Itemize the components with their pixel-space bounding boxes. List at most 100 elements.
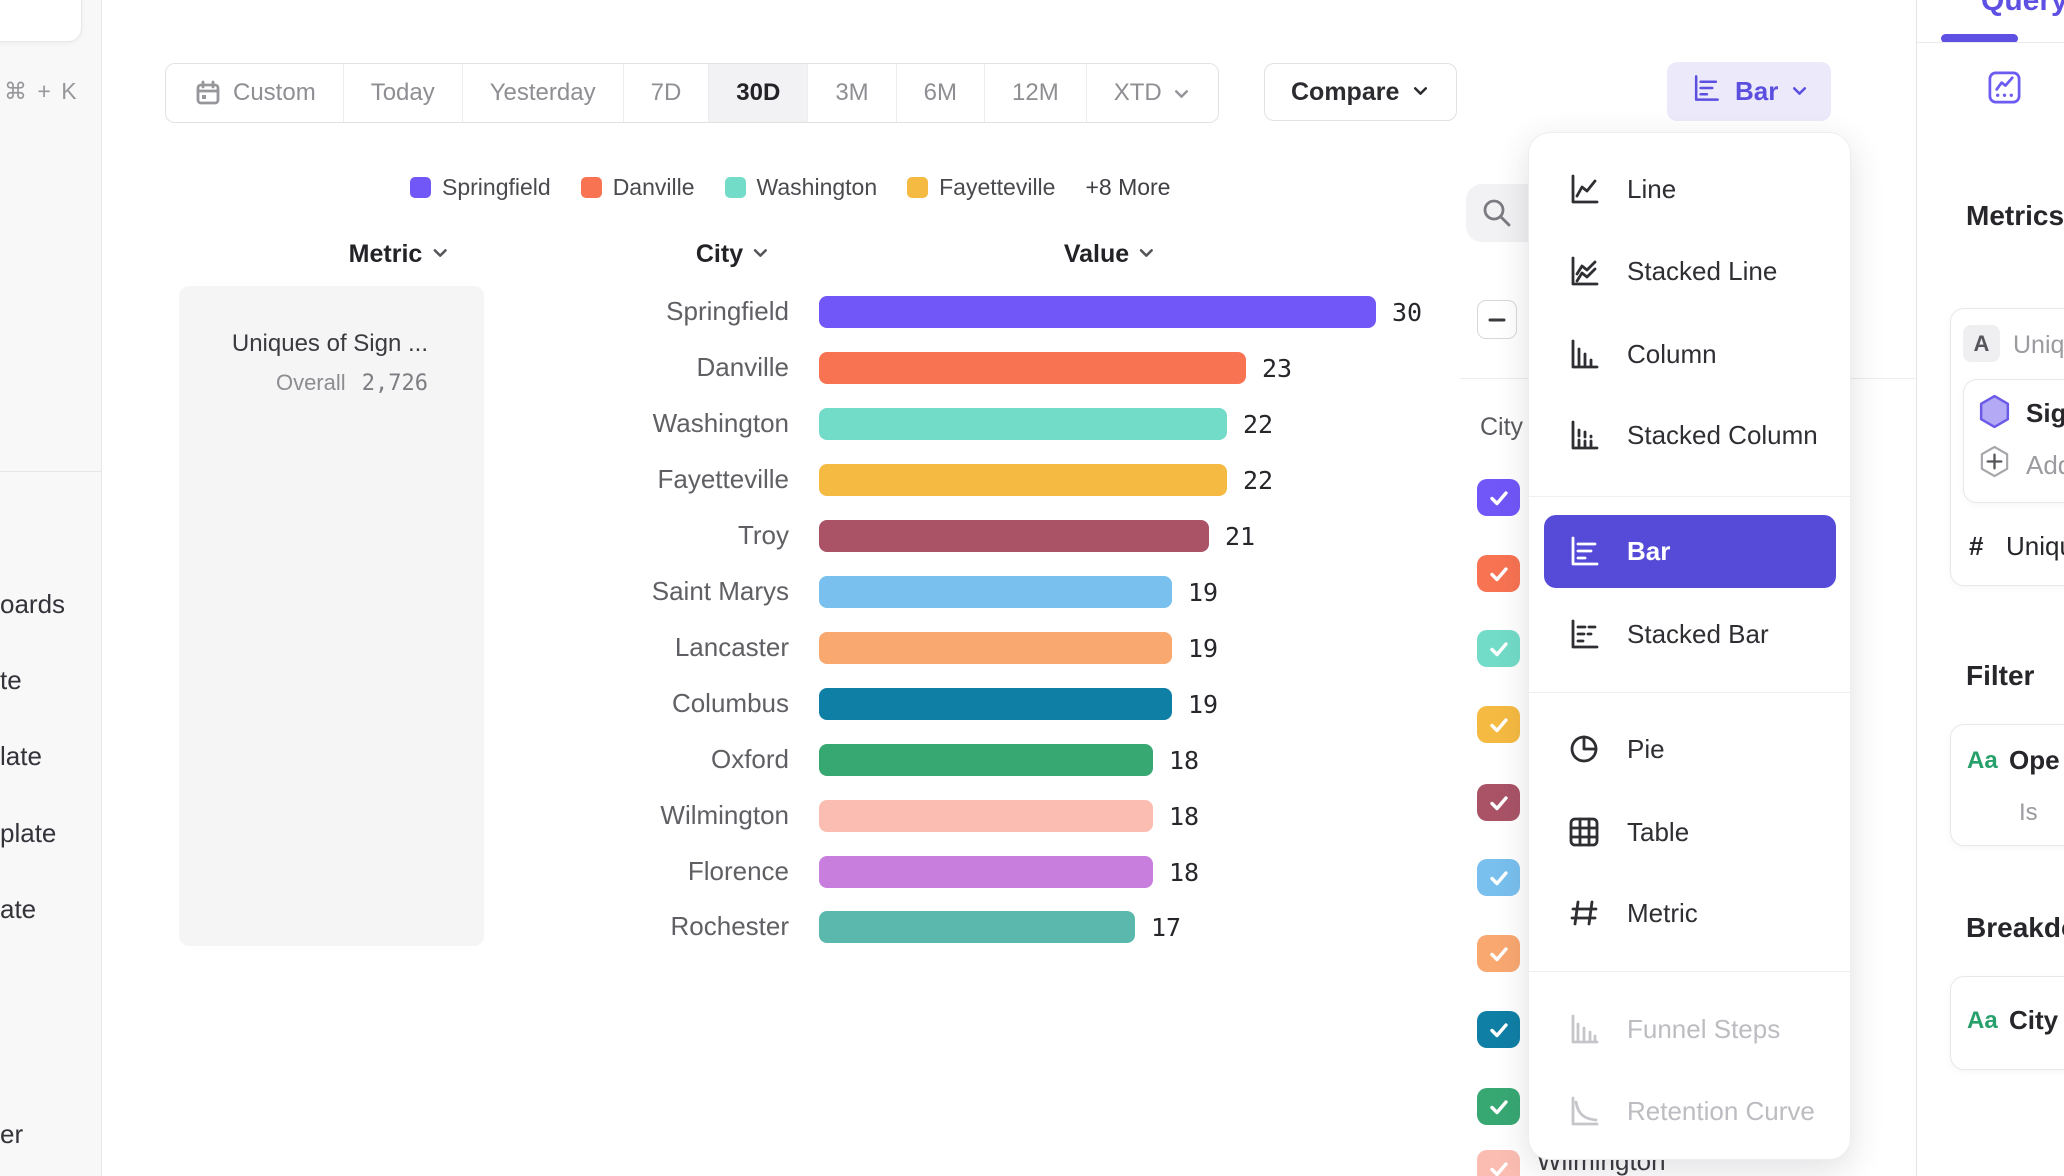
date-range-yesterday[interactable]: Yesterday xyxy=(461,64,623,122)
overall-label: Overall xyxy=(275,370,346,395)
series-checkbox[interactable] xyxy=(1477,859,1520,896)
series-checkbox[interactable] xyxy=(1477,479,1520,516)
date-range-today[interactable]: Today xyxy=(342,64,462,122)
bar-segment[interactable] xyxy=(819,519,1209,552)
sidebar-item[interactable]: oards xyxy=(0,589,66,619)
bar-segment[interactable] xyxy=(819,631,1172,664)
series-checkbox[interactable] xyxy=(1477,1011,1520,1048)
left-sidebar: ⌘ + K oards te late plate ate er xyxy=(0,0,102,1176)
bar-segment[interactable] xyxy=(819,799,1153,832)
menu-item-label: Table xyxy=(1627,816,1690,847)
collapse-all-button[interactable] xyxy=(1477,300,1517,339)
legend-item[interactable]: Springfield xyxy=(410,174,551,201)
bar-segment[interactable] xyxy=(819,407,1227,440)
city-header-label: City xyxy=(695,240,744,268)
legend-item[interactable]: Washington xyxy=(724,174,877,201)
series-checkbox[interactable] xyxy=(1477,706,1520,743)
sidebar-search-box[interactable] xyxy=(0,0,82,42)
date-range-label: Custom xyxy=(233,79,316,106)
bar-category-label: Columbus xyxy=(671,687,789,718)
menu-item-line[interactable]: Line xyxy=(1529,154,1850,224)
bar-value-label: 18 xyxy=(1169,745,1200,775)
series-checkbox[interactable] xyxy=(1477,1088,1520,1125)
date-range-12m[interactable]: 12M xyxy=(984,64,1086,122)
bar-segment[interactable] xyxy=(819,351,1246,384)
sidebar-item[interactable]: ate xyxy=(0,894,37,924)
date-range-xtd[interactable]: XTD xyxy=(1085,64,1218,122)
chevron-down-icon xyxy=(1172,84,1191,103)
keyboard-shortcut-hint: ⌘ + K xyxy=(4,78,79,104)
stacked-column-icon xyxy=(1565,416,1603,454)
sidebar-item[interactable]: late xyxy=(0,741,42,771)
legend-item[interactable]: Danville xyxy=(580,174,695,201)
filter-card[interactable]: Aa Ope Is i xyxy=(1950,724,2064,846)
menu-item-stacked-column[interactable]: Stacked Column xyxy=(1529,400,1850,470)
bar-segment[interactable] xyxy=(819,743,1153,776)
bar-segment[interactable] xyxy=(819,296,1376,328)
menu-item-table[interactable]: Table xyxy=(1529,797,1850,867)
column-header-value[interactable]: Value xyxy=(1064,240,1156,269)
menu-item-label: Stacked Line xyxy=(1627,255,1778,286)
column-header-city[interactable]: City xyxy=(696,240,770,269)
menu-item-bar[interactable]: Bar xyxy=(1529,516,1850,586)
metrics-card[interactable]: A Uniq Sig Add # Uniqu xyxy=(1950,308,2064,586)
legend-swatch xyxy=(907,177,929,198)
date-range-custom[interactable]: Custom xyxy=(166,64,343,122)
text-type-icon: Aa xyxy=(1967,1007,1998,1034)
series-checkbox[interactable] xyxy=(1477,1150,1520,1176)
sidebar-item[interactable]: plate xyxy=(0,818,57,848)
menu-item-label: Line xyxy=(1627,173,1677,204)
chart-type-button[interactable]: Bar xyxy=(1667,62,1832,121)
filter-heading: Filter xyxy=(1966,660,2035,691)
bar-segment[interactable] xyxy=(819,855,1153,888)
breakdown-card[interactable]: Aa City xyxy=(1950,976,2064,1070)
menu-item-stacked-line[interactable]: Stacked Line xyxy=(1529,236,1850,306)
menu-item-label: Bar xyxy=(1627,535,1671,566)
sidebar-item[interactable]: te xyxy=(0,665,22,695)
menu-item-metric[interactable]: Metric xyxy=(1529,878,1850,948)
date-range-30d[interactable]: 30D xyxy=(708,64,808,122)
bar-value-label: 18 xyxy=(1169,857,1200,887)
menu-item-stacked-bar[interactable]: Stacked Bar xyxy=(1529,599,1850,669)
aggregation-label: Uniqu xyxy=(2006,531,2064,561)
date-range-label: 7D xyxy=(650,79,682,106)
bar-segment[interactable] xyxy=(819,575,1172,608)
legend-item[interactable]: Fayetteville xyxy=(907,174,1055,201)
check-icon xyxy=(1486,713,1512,737)
metric-cell[interactable]: Uniques of Sign ... Overall 2,726 xyxy=(179,286,484,946)
column-header-metric[interactable]: Metric xyxy=(349,240,450,269)
bar-segment[interactable] xyxy=(819,463,1227,496)
date-range-6m[interactable]: 6M xyxy=(895,64,984,122)
menu-divider xyxy=(1529,496,1850,497)
check-icon xyxy=(1486,637,1512,661)
series-checkbox[interactable] xyxy=(1477,784,1520,821)
hexagon-icon xyxy=(1976,393,2013,435)
metric-item-card[interactable]: Sig Add xyxy=(1963,379,2064,503)
date-range-7d[interactable]: 7D xyxy=(622,64,709,122)
menu-item-pie[interactable]: Pie xyxy=(1529,714,1850,784)
add-hexagon-icon xyxy=(1977,444,2012,484)
filter-operator: Is xyxy=(2019,799,2038,826)
event-label: Uniq xyxy=(2013,331,2064,359)
date-range-label: XTD xyxy=(1113,79,1162,106)
series-checkbox[interactable] xyxy=(1477,630,1520,667)
bar-category-label: Oxford xyxy=(710,743,789,774)
series-checkbox[interactable] xyxy=(1477,555,1520,592)
date-range-label: 6M xyxy=(923,79,957,106)
date-range-3m[interactable]: 3M xyxy=(807,64,895,122)
chart-type-button-label: Bar xyxy=(1735,76,1779,106)
legend-label: Fayetteville xyxy=(939,174,1056,200)
date-range-label: 30D xyxy=(736,79,781,106)
menu-item-column[interactable]: Column xyxy=(1529,319,1850,389)
bar-segment[interactable] xyxy=(819,687,1172,720)
check-icon xyxy=(1486,1095,1512,1119)
sidebar-item[interactable]: er xyxy=(0,1119,24,1149)
retention-icon xyxy=(1565,1092,1603,1130)
series-checkbox[interactable] xyxy=(1477,935,1520,972)
tab-query[interactable]: Query xyxy=(1981,0,2064,17)
add-label[interactable]: Add xyxy=(2026,450,2064,480)
bar-segment[interactable] xyxy=(819,911,1135,944)
legend-more[interactable]: +8 More xyxy=(1085,174,1171,200)
compare-button[interactable]: Compare xyxy=(1264,63,1458,121)
